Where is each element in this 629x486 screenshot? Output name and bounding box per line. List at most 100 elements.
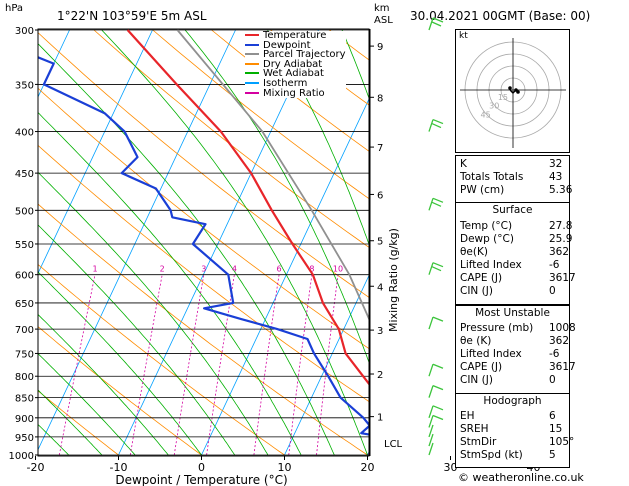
wind-barb-staff bbox=[428, 415, 434, 428]
isotherm-line bbox=[617, 30, 629, 455]
legend-label: Wet Adiabat bbox=[263, 68, 324, 80]
height-tick-label: 9 bbox=[377, 42, 383, 53]
dry-adiabat-line bbox=[38, 32, 369, 298]
legend-item: Mixing Ratio bbox=[245, 88, 346, 99]
row-value: -6 bbox=[549, 348, 560, 360]
mixing-ratio-line bbox=[129, 274, 163, 456]
pressure-tick-label: 400 bbox=[15, 128, 34, 139]
pressure-tick-label: 600 bbox=[15, 271, 34, 282]
wind-barb bbox=[428, 316, 444, 330]
pressure-tick-label: 350 bbox=[15, 80, 34, 91]
wind-barb-flag bbox=[431, 21, 442, 27]
row-value: 362 bbox=[549, 246, 570, 258]
wet-adiabat-line bbox=[38, 313, 169, 456]
dry-adiabat-line bbox=[623, 30, 629, 455]
legend-label: Dry Adiabat bbox=[263, 58, 323, 70]
wind-barb-staff bbox=[428, 17, 434, 31]
wind-barb-staff bbox=[428, 385, 434, 398]
pressure-tick-label: 500 bbox=[15, 206, 34, 217]
row-key: Totals Totals bbox=[460, 171, 524, 183]
legend-swatch bbox=[245, 62, 259, 65]
row-key: StmDir bbox=[460, 436, 497, 448]
hodograph-table: Hodograph EH 6 SREH 15 StmDir 105° StmSpd (kt)… bbox=[455, 393, 574, 468]
dry-adiabat-line bbox=[565, 30, 629, 455]
surface-title: Surface bbox=[492, 204, 533, 216]
legend-swatch bbox=[245, 43, 259, 46]
pressure-tick-label: 900 bbox=[15, 414, 34, 425]
wind-barb-staff bbox=[428, 316, 434, 330]
table-row: Lifted Index -6 bbox=[460, 259, 565, 272]
table-row: CIN (J) 0 bbox=[460, 374, 565, 387]
row-key: CAPE (J) bbox=[460, 361, 503, 373]
table-row: θe (K) 362 bbox=[460, 335, 569, 348]
height-tick-label: 7 bbox=[377, 143, 383, 154]
temperature-line bbox=[126, 29, 369, 386]
hodograph-ring-label: 45 bbox=[481, 110, 491, 119]
wind-barb-staff bbox=[428, 433, 434, 447]
table-row: Lifted Index -6 bbox=[460, 348, 565, 361]
height-tick-label: 8 bbox=[377, 93, 383, 104]
chart-grid: 1 2 3 4 6 8 10 15 20 25 bbox=[38, 29, 629, 456]
row-value: 0 bbox=[549, 374, 556, 386]
mixing-ratio-label: 1 bbox=[92, 265, 97, 274]
height-tick-label: 3 bbox=[377, 326, 383, 337]
hodograph-ring-label: 30 bbox=[489, 102, 499, 111]
wind-barb-flag bbox=[432, 17, 444, 23]
wet-adiabat-line bbox=[341, 29, 369, 100]
table-row: CAPE (J) 3617 bbox=[460, 272, 576, 285]
dry-adiabat-line bbox=[38, 390, 119, 456]
row-value: 362 bbox=[549, 335, 570, 347]
pressure-tick-label: 450 bbox=[15, 169, 34, 180]
row-value: 25.9 bbox=[549, 233, 573, 245]
wind-barb-flag bbox=[431, 266, 442, 272]
mixing-ratio-label: 4 bbox=[232, 265, 237, 274]
row-key: Temp (°C) bbox=[460, 220, 513, 232]
table-row: PW (cm) 5.36 bbox=[460, 184, 572, 197]
row-key: StmSpd (kt) bbox=[460, 449, 523, 461]
height-tick-label: 2 bbox=[377, 370, 383, 381]
mixing-ratio-line bbox=[206, 274, 235, 456]
row-key: θe(K) bbox=[460, 246, 488, 258]
wind-barb bbox=[428, 262, 444, 275]
x-axis-title: Dewpoint / Temperature (°C) bbox=[115, 473, 287, 486]
row-key: CIN (J) bbox=[460, 374, 493, 386]
mixing-ratio-line bbox=[253, 274, 280, 456]
legend-swatch bbox=[245, 72, 259, 75]
wind-barb-flag bbox=[432, 405, 444, 411]
temperature-tick-label: 20 bbox=[361, 461, 375, 474]
mixing-ratio-axis-title: Mixing Ratio (g/kg) bbox=[387, 228, 400, 332]
mixing-ratio-label: 3 bbox=[201, 265, 206, 274]
mixing-ratio-line bbox=[407, 275, 423, 455]
legend-swatch bbox=[245, 53, 259, 56]
mixing-ratio-label: 20 bbox=[418, 265, 428, 274]
row-value: 5 bbox=[549, 449, 556, 461]
table-row: EH 6 bbox=[460, 410, 565, 423]
location-title: 1°22'N 103°59'E 5m ASL bbox=[57, 9, 207, 23]
row-value: 15 bbox=[549, 423, 563, 435]
row-key: CAPE (J) bbox=[460, 272, 503, 284]
row-key: EH bbox=[460, 410, 475, 422]
indices-table: K 32 Totals Totals 43 PW (cm) 5.36 bbox=[455, 155, 572, 203]
chart-profiles bbox=[38, 29, 369, 436]
pressure-tick-label: 800 bbox=[15, 372, 34, 383]
wind-barb-flag bbox=[432, 363, 444, 369]
isotherm-line bbox=[201, 98, 369, 456]
wind-barb-staff bbox=[428, 442, 434, 456]
height-tick-label: 6 bbox=[377, 190, 383, 201]
hodograph-kt-label: kt bbox=[459, 31, 468, 41]
datetime-title: 30.04.2021 00GMT (Base: 00) bbox=[410, 9, 591, 23]
wind-barb bbox=[428, 197, 444, 211]
wind-barbs bbox=[428, 17, 444, 456]
wet-adiabat-line bbox=[38, 171, 269, 456]
wind-barb-flag bbox=[431, 122, 442, 129]
hodograph-panel: kt 15 30 45 bbox=[455, 29, 570, 153]
wind-barb bbox=[428, 118, 444, 132]
isotherm-line bbox=[38, 29, 153, 275]
wind-barb bbox=[428, 424, 434, 438]
legend-item: Isotherm bbox=[245, 78, 346, 89]
mixing-ratio-label: 2 bbox=[160, 265, 165, 274]
pressure-tick-label: 650 bbox=[15, 299, 34, 310]
isotherm-line bbox=[38, 29, 70, 98]
table-row: CIN (J) 0 bbox=[460, 285, 565, 298]
